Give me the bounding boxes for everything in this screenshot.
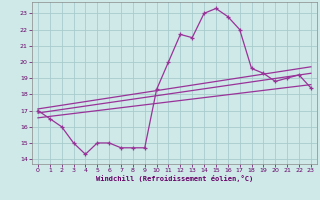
X-axis label: Windchill (Refroidissement éolien,°C): Windchill (Refroidissement éolien,°C) [96,175,253,182]
